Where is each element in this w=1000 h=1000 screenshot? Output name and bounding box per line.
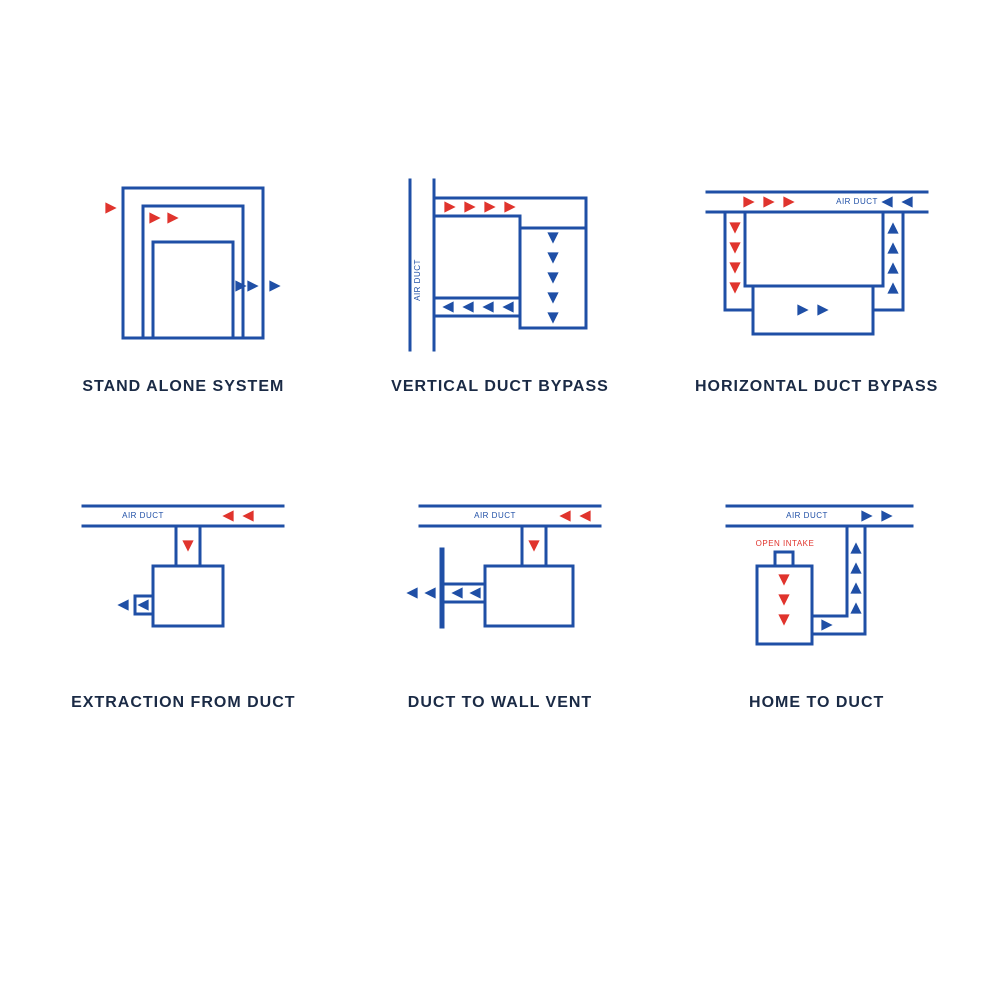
caption-extraction: EXTRACTION FROM DUCT bbox=[71, 694, 295, 712]
caption-wall-vent: DUCT TO WALL VENT bbox=[408, 694, 592, 712]
diagram-wall-vent: AIR DUCT bbox=[370, 496, 630, 666]
svg-text:AIR DUCT: AIR DUCT bbox=[122, 511, 164, 520]
svg-text:AIR DUCT: AIR DUCT bbox=[836, 197, 878, 206]
caption-home-to-duct: HOME TO DUCT bbox=[749, 694, 884, 712]
diagram-grid: STAND ALONE SYSTEM AIR DUCT VERTICAL DUC… bbox=[40, 0, 960, 712]
diagram-vertical-bypass: AIR DUCT bbox=[370, 180, 630, 350]
caption-stand-alone: STAND ALONE SYSTEM bbox=[82, 378, 284, 396]
svg-text:AIR DUCT: AIR DUCT bbox=[413, 259, 422, 301]
diagram-home-to-duct: AIR DUCT OPEN INTAKE bbox=[687, 496, 947, 666]
cell-wall-vent: AIR DUCT DUCT TO WALL VENT bbox=[357, 496, 644, 712]
caption-horizontal-bypass: HORIZONTAL DUCT BYPASS bbox=[695, 378, 938, 396]
caption-vertical-bypass: VERTICAL DUCT BYPASS bbox=[391, 378, 609, 396]
cell-extraction: AIR DUCT EXTRACTION FROM DUCT bbox=[40, 496, 327, 712]
cell-horizontal-bypass: AIR DUCT HORIZONTAL DUCT BYPASS bbox=[673, 180, 960, 396]
diagram-horizontal-bypass: AIR DUCT bbox=[687, 180, 947, 350]
svg-text:AIR DUCT: AIR DUCT bbox=[474, 511, 516, 520]
svg-text:AIR DUCT: AIR DUCT bbox=[786, 511, 828, 520]
cell-home-to-duct: AIR DUCT OPEN INTAKE HOME TO DUCT bbox=[673, 496, 960, 712]
cell-stand-alone: STAND ALONE SYSTEM bbox=[40, 180, 327, 396]
cell-vertical-bypass: AIR DUCT VERTICAL DUCT BYPASS bbox=[357, 180, 644, 396]
diagram-extraction: AIR DUCT bbox=[53, 496, 313, 666]
diagram-stand-alone bbox=[53, 180, 313, 350]
svg-text:OPEN INTAKE: OPEN INTAKE bbox=[755, 539, 814, 548]
